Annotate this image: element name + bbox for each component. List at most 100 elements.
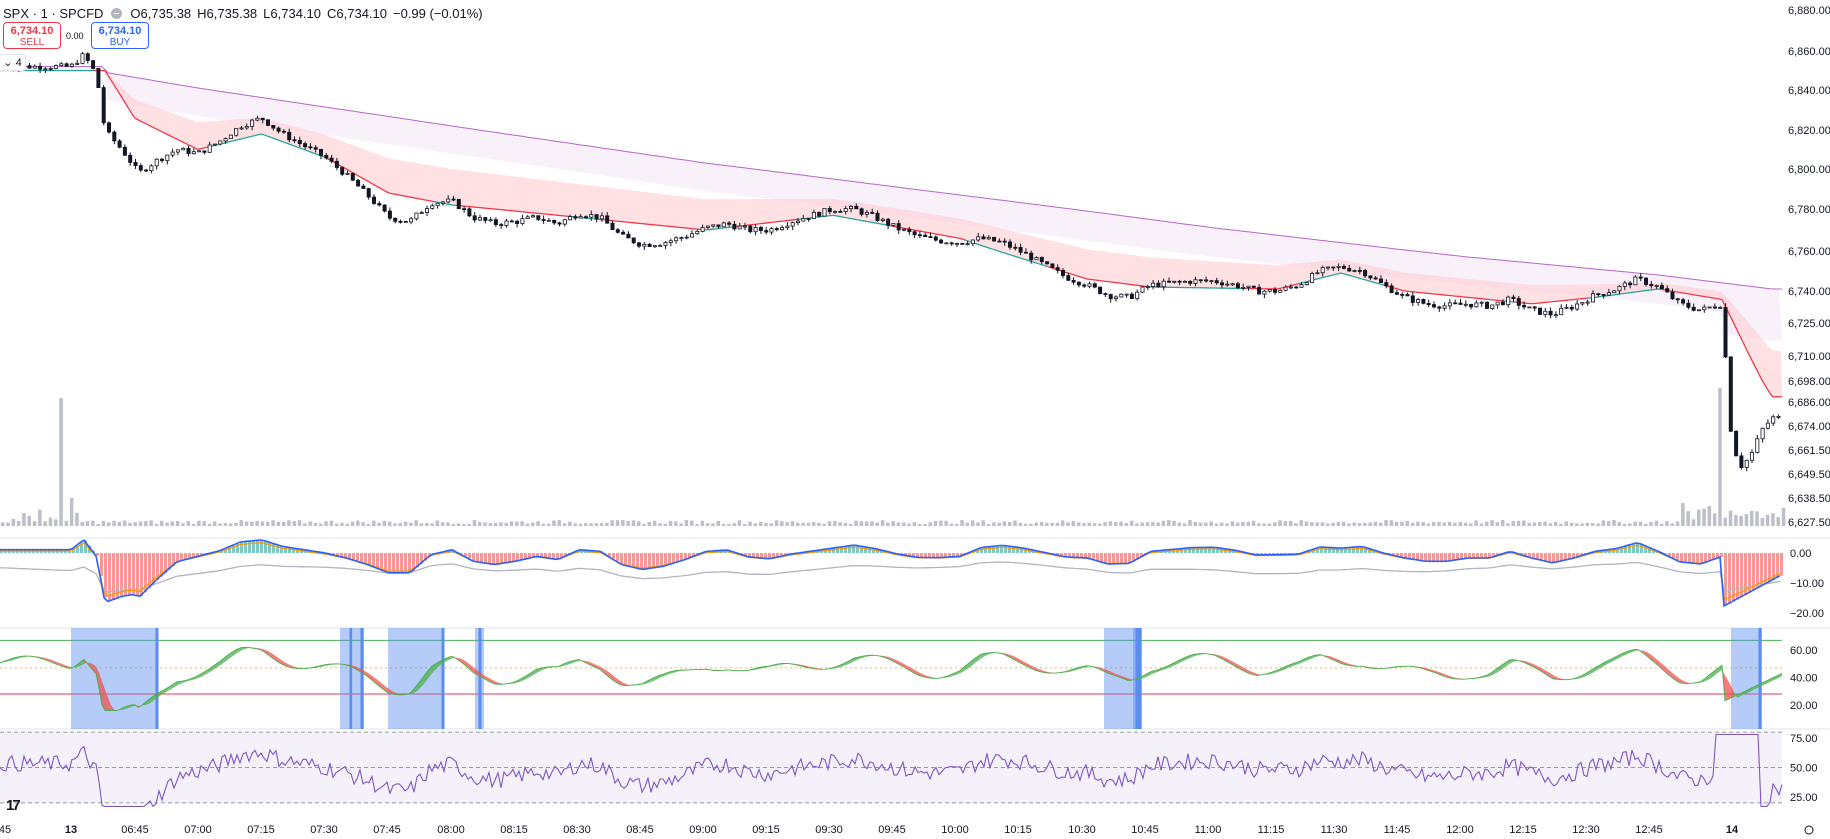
oscillator-fill — [1023, 661, 1026, 666]
oscillator-fill — [363, 669, 366, 676]
fast-ema-segment — [287, 143, 292, 146]
candle-body — [1580, 302, 1585, 305]
macd-hist-bar — [136, 553, 139, 596]
candle-body — [1559, 307, 1564, 316]
macd-hist-bar — [1552, 553, 1555, 563]
candle-body — [1734, 430, 1739, 457]
volume-bar — [573, 523, 577, 526]
candle-body — [144, 169, 149, 172]
volume-bar — [1384, 520, 1388, 526]
candle-body — [170, 151, 175, 156]
fast-ema-segment — [1301, 281, 1306, 284]
volume-bar — [1601, 520, 1606, 526]
fast-ema-segment — [1700, 295, 1705, 298]
candle-body — [1469, 303, 1474, 308]
volume-bar — [1564, 521, 1568, 526]
volume-bar — [1569, 522, 1574, 526]
fast-ema-segment — [1400, 289, 1405, 292]
fast-ema-segment — [1736, 329, 1741, 337]
indicator-legend-toggle[interactable]: ⌄ 4 — [0, 54, 26, 71]
oscillator-zone-7 — [1731, 628, 1762, 729]
fast-ema-segment — [146, 123, 151, 127]
volume-bar — [1379, 522, 1383, 526]
oscillator-fill — [1653, 656, 1656, 664]
volume-bar — [599, 523, 604, 526]
tradingview-logo-icon[interactable]: 17 — [6, 797, 21, 814]
candle-body — [329, 157, 334, 162]
macd-hist-bar — [1564, 553, 1567, 561]
candle-body — [1548, 310, 1553, 316]
fast-ema-segment — [1076, 275, 1081, 278]
fast-ema-segment — [941, 234, 946, 237]
macd-hist-bar — [556, 553, 559, 560]
macd-hist-bar — [552, 553, 555, 559]
oscillator-fill — [1170, 663, 1173, 668]
fast-ema-segment — [935, 233, 940, 236]
macd-hist-bar — [1580, 553, 1583, 557]
macd-hist-bar — [632, 553, 635, 568]
candle-body — [75, 62, 80, 65]
macd-hist-bar — [1196, 547, 1199, 553]
fast-ema-segment — [839, 215, 844, 218]
volume-bar — [1214, 523, 1219, 526]
macd-hist-bar — [1556, 553, 1559, 563]
fast-ema-segment — [242, 137, 247, 140]
volume-bar — [1209, 521, 1213, 526]
fast-ema-segment — [1706, 296, 1711, 299]
time-axis-label: 11:30 — [1321, 824, 1348, 836]
oscillator-fill — [54, 660, 57, 665]
fast-ema-segment — [1037, 262, 1042, 266]
candle-body — [928, 236, 933, 239]
sell-button[interactable]: 6,734.10 SELL — [3, 22, 61, 49]
oscillator-fill — [1509, 659, 1512, 665]
volume-bar — [1638, 521, 1643, 526]
candle-body — [96, 68, 101, 88]
slow-ema-line — [0, 66, 1782, 290]
volume-bar — [1527, 522, 1531, 526]
candle-body — [292, 139, 297, 142]
fast-ema-segment — [308, 150, 313, 154]
fast-ema-segment — [275, 138, 280, 141]
macd-hist-bar — [464, 553, 467, 557]
symbol-title[interactable]: SPX · 1 · SPCFD — [3, 5, 104, 21]
candle-body — [1304, 282, 1309, 285]
fast-ema-segment — [902, 227, 907, 230]
oscillator-fill — [168, 685, 171, 691]
oscillator-fill — [1662, 663, 1665, 672]
candle-body — [568, 216, 573, 221]
price-axis-label: 6,627.50 — [1788, 517, 1830, 529]
volume-bar — [1765, 514, 1770, 526]
candle-body — [557, 222, 562, 225]
buy-button[interactable]: 6,734.10 BUY — [91, 22, 149, 49]
candle-body — [1188, 280, 1193, 284]
macd-hist-bar — [1184, 548, 1187, 553]
macd-hist-bar — [1360, 546, 1363, 553]
oscillator-fill — [531, 670, 534, 677]
candle-body — [578, 216, 583, 219]
oscillator-fill — [111, 705, 114, 711]
candle-body — [1273, 289, 1278, 293]
oscillator-fill — [498, 682, 501, 685]
candle-body — [80, 53, 85, 64]
macd-hist-bar — [156, 553, 159, 581]
candle-body — [1744, 459, 1749, 468]
macd-hist-bar — [540, 553, 543, 557]
candle-body — [1384, 282, 1389, 287]
macd-hist-bar — [1780, 553, 1783, 576]
macd-hist-bar — [1080, 553, 1083, 558]
macd-hist-bar — [852, 545, 855, 553]
macd-hist-bar — [236, 543, 239, 553]
oscillator-fill — [981, 653, 984, 659]
time-axis-label: 11:15 — [1258, 824, 1285, 836]
macd-hist-bar — [160, 553, 163, 577]
macd-hist-bar — [900, 553, 903, 555]
macd-hist-bar — [140, 553, 143, 597]
volume-bar — [1734, 515, 1738, 526]
fast-ema-segment — [149, 125, 154, 128]
macd-hist-bar — [1664, 553, 1667, 555]
candle-body — [642, 243, 647, 247]
volume-bar — [1739, 515, 1743, 526]
candle-body — [1628, 282, 1633, 286]
candle-body — [175, 149, 180, 153]
